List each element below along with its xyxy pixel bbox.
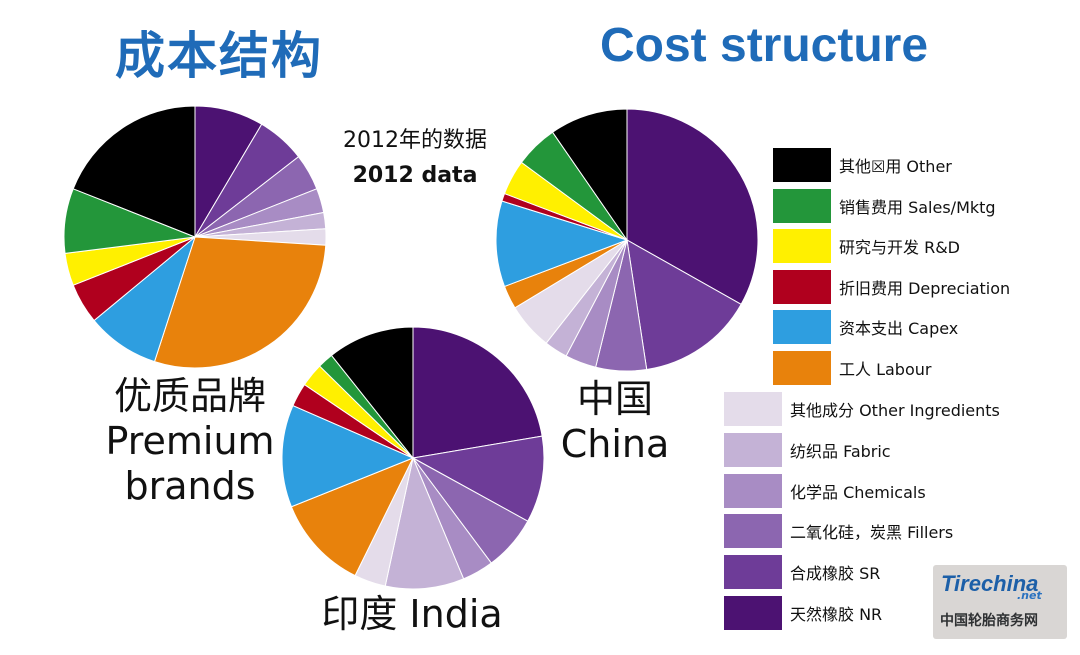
legend-label: 其他☒用 Other bbox=[839, 157, 952, 176]
legend-swatch bbox=[773, 269, 831, 304]
pie-slice bbox=[72, 105, 196, 238]
legend-swatch bbox=[773, 310, 831, 344]
pie-slice bbox=[412, 326, 543, 459]
watermark-logo-suffix: .net bbox=[1017, 589, 1042, 602]
legend-label: 折旧费用 Depreciation bbox=[839, 278, 1011, 298]
title-chinese: 成本结构 bbox=[115, 27, 323, 85]
legend-swatch bbox=[724, 514, 782, 549]
legend-item: 其他成分 Other Ingredients bbox=[724, 392, 1000, 426]
legend-swatch bbox=[724, 473, 782, 508]
legend-label: 合成橡胶 SR bbox=[790, 564, 881, 584]
pie-slice bbox=[626, 239, 742, 371]
pie-premium-brands bbox=[63, 105, 327, 369]
legend-item: 工人 Labour bbox=[773, 350, 932, 385]
pie-label-china-cn: 中国 bbox=[576, 377, 653, 421]
legend-label: 天然橡胶 NR bbox=[790, 605, 883, 624]
legend-label: 销售费用 Sales/Mktg bbox=[839, 197, 996, 217]
legend-label: 资本支出 Capex bbox=[839, 319, 959, 338]
legend-swatch bbox=[724, 596, 782, 630]
title-english: Cost structure bbox=[600, 19, 929, 72]
pie-slice bbox=[290, 457, 415, 577]
legend-label: 工人 Labour bbox=[839, 359, 932, 379]
legend-label: 研究与开发 R&D bbox=[839, 238, 961, 257]
pie-label-china-en: China bbox=[560, 421, 670, 466]
legend-item: 天然橡胶 NR bbox=[724, 596, 882, 630]
watermark-logo: Tirechina .net 中国轮胎商务网 bbox=[933, 565, 1067, 639]
pie-label-india: 印度 India bbox=[312, 592, 512, 637]
legend-item: 纺织品 Fabric bbox=[724, 432, 891, 467]
legend-item: 二氧化硅，炭黑 Fillers bbox=[724, 514, 954, 549]
pie-label-china: 中国 China bbox=[560, 377, 670, 467]
legend-swatch bbox=[724, 432, 782, 467]
legend-swatch bbox=[724, 555, 782, 590]
legend-swatch bbox=[724, 392, 782, 426]
pie-label-india-en: India bbox=[409, 592, 503, 636]
legend-item: 销售费用 Sales/Mktg bbox=[773, 188, 996, 223]
pie-slice bbox=[626, 108, 759, 306]
legend-swatch bbox=[773, 350, 831, 385]
pie-slice bbox=[495, 200, 629, 288]
legend-item: 资本支出 Capex bbox=[773, 310, 958, 344]
legend-item: 研究与开发 R&D bbox=[773, 229, 960, 263]
legend-item: 化学品 Chemicals bbox=[724, 473, 926, 508]
legend-label: 化学品 Chemicals bbox=[790, 482, 926, 502]
legend-item: 其他☒用 Other bbox=[773, 148, 952, 182]
pie-slice bbox=[411, 435, 545, 522]
pie-china bbox=[495, 108, 759, 372]
legend-swatch bbox=[773, 229, 831, 263]
legend-label: 其他成分 Other Ingredients bbox=[790, 401, 1000, 420]
legend-item: 折旧费用 Depreciation bbox=[773, 269, 1011, 304]
watermark-site-name: 中国轮胎商务网 bbox=[940, 613, 1038, 629]
pie-slice bbox=[330, 326, 414, 460]
year-label-chinese: 2012年的数据 bbox=[343, 128, 487, 153]
pie-label-premium-cn: 优质品牌 bbox=[113, 374, 266, 418]
pie-label-premium: 优质品牌 Premium brands bbox=[90, 374, 290, 508]
pie-slice bbox=[384, 456, 465, 590]
pie-slice bbox=[281, 404, 415, 508]
legend-item: 合成橡胶 SR bbox=[724, 555, 881, 590]
pie-label-india-cn: 印度 bbox=[321, 592, 398, 636]
legend-label: 纺织品 Fabric bbox=[790, 441, 891, 461]
watermark-logo-text: Tirechina bbox=[941, 571, 1039, 596]
pie-label-premium-en: Premium brands bbox=[105, 418, 275, 508]
legend-swatch bbox=[773, 148, 831, 182]
year-label-english: 2012 data bbox=[352, 163, 478, 188]
pie-slice bbox=[153, 236, 327, 369]
pie-slice bbox=[551, 108, 628, 242]
legend-label: 二氧化硅，炭黑 Fillers bbox=[790, 523, 954, 543]
pie-india bbox=[281, 326, 545, 590]
legend-swatch bbox=[773, 188, 831, 223]
